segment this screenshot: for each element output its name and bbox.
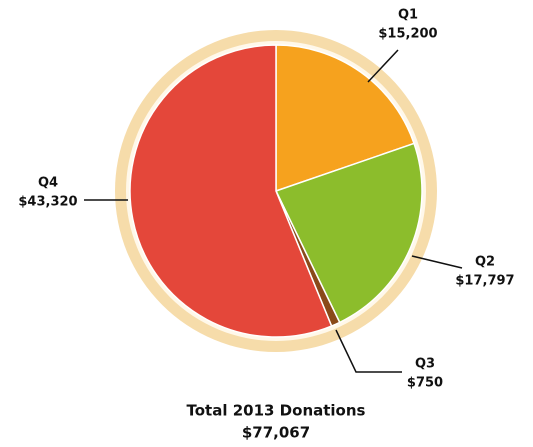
slice-label: Q2 — [475, 255, 495, 270]
leader-line — [335, 329, 402, 373]
slice-label: Q3 — [415, 357, 435, 372]
chart-subtitle: $77,067 — [242, 424, 310, 442]
chart-title: Total 2013 Donations — [187, 402, 366, 420]
value-label: $15,200 — [378, 27, 437, 42]
value-label: $17,797 — [455, 274, 514, 289]
slice-label: Q4 — [38, 176, 58, 191]
pie-slice — [129, 44, 333, 338]
leader-line — [367, 49, 399, 83]
value-label: $750 — [407, 376, 443, 391]
slice-label: Q1 — [398, 8, 418, 23]
value-label: $43,320 — [18, 195, 77, 210]
pie-slice — [274, 142, 423, 324]
leader-line — [411, 255, 463, 269]
pie-slice — [275, 44, 416, 193]
